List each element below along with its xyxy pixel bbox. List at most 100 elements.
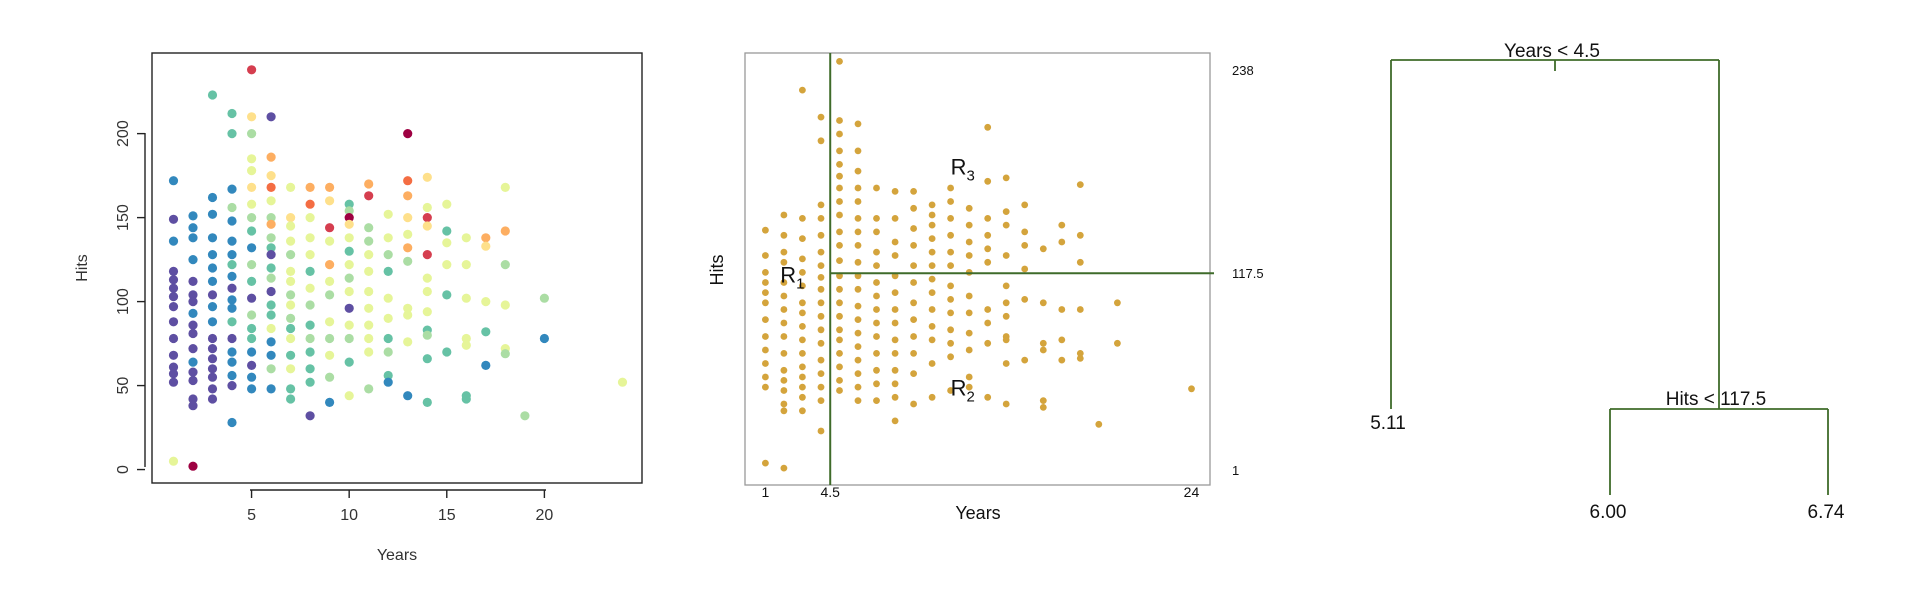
data-point xyxy=(1114,299,1121,307)
data-point xyxy=(344,219,354,229)
data-point xyxy=(403,303,413,313)
data-point xyxy=(799,393,806,401)
data-point xyxy=(910,204,917,212)
data-point xyxy=(873,306,880,313)
data-point xyxy=(817,137,825,145)
y-tick-label: 50 xyxy=(115,377,132,395)
data-point xyxy=(227,317,237,327)
data-point xyxy=(325,236,335,246)
data-point xyxy=(286,236,296,246)
data-point xyxy=(207,344,218,354)
data-point xyxy=(247,333,257,344)
data-point xyxy=(247,213,257,223)
data-point xyxy=(168,292,179,302)
data-point xyxy=(188,320,198,330)
data-point xyxy=(168,266,179,276)
data-point xyxy=(928,323,936,330)
data-point xyxy=(344,199,354,209)
data-point xyxy=(617,377,628,387)
data-point xyxy=(836,285,843,293)
data-point xyxy=(207,354,218,364)
data-point xyxy=(403,243,413,253)
data-point xyxy=(305,182,315,192)
data-point xyxy=(873,333,880,340)
y-ticks: 0 50 100 150 200 xyxy=(115,120,145,474)
data-point xyxy=(247,347,257,357)
data-point xyxy=(817,274,825,281)
data-point xyxy=(188,357,198,367)
data-point xyxy=(965,238,973,246)
data-point xyxy=(247,129,257,139)
data-point xyxy=(188,308,198,318)
data-point xyxy=(928,393,936,401)
tree-leaf-middle: 6.00 xyxy=(1590,502,1627,523)
data-point xyxy=(207,302,218,312)
data-point xyxy=(227,381,237,391)
data-point xyxy=(500,260,510,270)
data-point xyxy=(762,269,769,276)
data-point xyxy=(947,262,954,269)
data-point xyxy=(817,285,825,293)
data-point xyxy=(965,329,973,337)
data-point xyxy=(422,397,432,407)
data-point xyxy=(188,375,198,386)
data-point xyxy=(344,260,354,270)
data-point xyxy=(780,231,788,239)
data-point xyxy=(984,123,992,131)
data-point xyxy=(227,184,237,194)
data-point xyxy=(984,258,992,266)
data-point xyxy=(247,226,257,236)
data-point xyxy=(266,250,276,260)
data-point xyxy=(364,191,374,201)
data-point xyxy=(188,290,198,300)
data-point xyxy=(305,333,315,344)
data-point xyxy=(780,350,788,357)
data-point xyxy=(364,236,374,246)
data-point xyxy=(207,394,218,404)
data-point xyxy=(836,363,843,371)
data-point xyxy=(891,366,899,374)
data-point xyxy=(910,316,917,323)
data-points xyxy=(168,65,628,471)
data-point xyxy=(207,364,218,374)
data-point xyxy=(1039,339,1047,347)
data-point xyxy=(836,336,843,344)
data-point xyxy=(344,233,354,243)
data-point xyxy=(780,319,788,327)
data-point xyxy=(188,367,198,377)
data-point xyxy=(227,260,237,270)
data-point xyxy=(854,329,862,337)
data-point xyxy=(247,260,257,270)
data-point xyxy=(836,228,843,236)
data-point xyxy=(266,182,276,192)
data-point xyxy=(383,347,393,357)
data-point xyxy=(286,333,296,344)
data-point xyxy=(947,326,954,334)
data-point xyxy=(1076,306,1084,313)
data-point xyxy=(286,266,296,276)
data-point xyxy=(422,354,432,364)
data-point xyxy=(266,337,276,347)
data-point xyxy=(168,236,179,246)
panel-colored-scatter: 5 10 15 20 0 50 100 150 200 Years Hits xyxy=(74,52,643,564)
data-point xyxy=(836,130,843,138)
data-point xyxy=(854,370,862,377)
data-point xyxy=(344,206,354,216)
data-point xyxy=(799,86,806,94)
data-point xyxy=(891,350,899,357)
data-point xyxy=(910,279,917,286)
data-point xyxy=(947,231,954,239)
data-point xyxy=(325,260,335,270)
data-point xyxy=(305,320,315,330)
data-point xyxy=(965,221,973,229)
data-point xyxy=(227,357,237,367)
data-point xyxy=(227,202,237,213)
data-point xyxy=(836,326,843,334)
data-point xyxy=(168,302,179,312)
data-point xyxy=(247,112,257,122)
data-point xyxy=(873,292,880,300)
data-point xyxy=(854,242,862,249)
data-point xyxy=(780,248,788,256)
data-point xyxy=(325,372,335,382)
data-point xyxy=(762,383,769,391)
